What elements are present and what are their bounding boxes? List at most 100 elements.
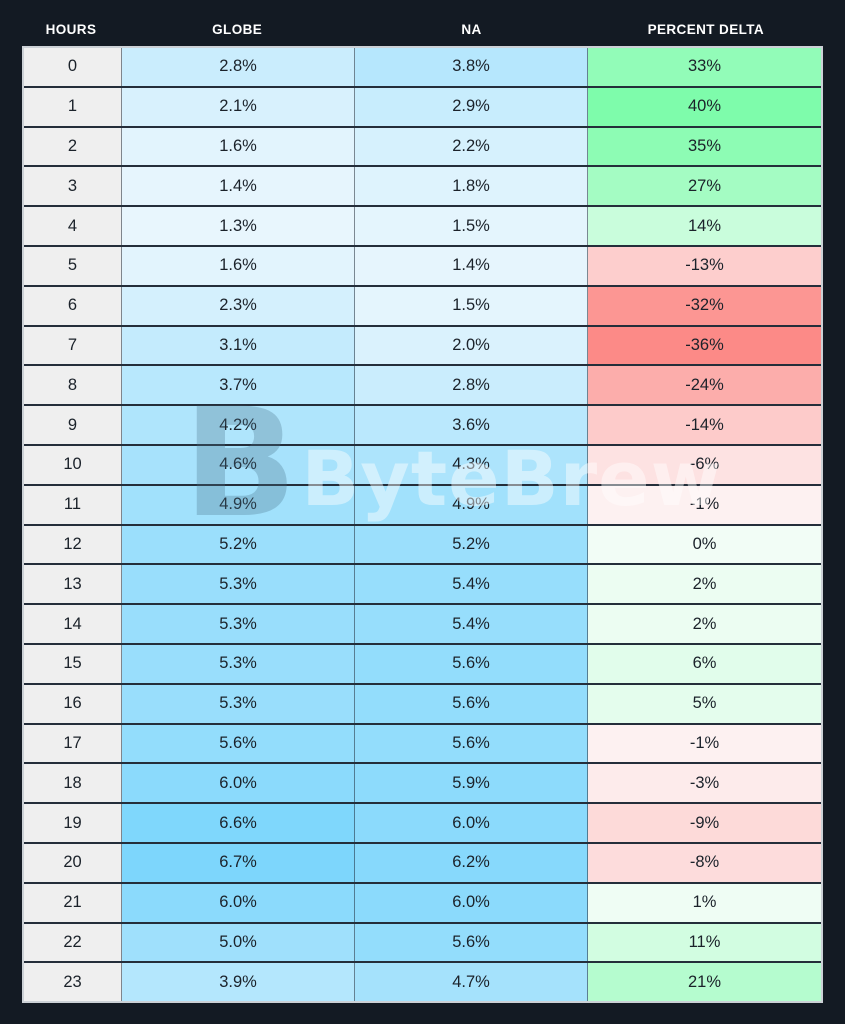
- delta-cell: 11%: [588, 923, 821, 962]
- globe-cell: 5.3%: [122, 644, 355, 683]
- na-cell: 5.9%: [355, 764, 588, 803]
- na-cell: 5.4%: [355, 605, 588, 643]
- hours-cell: 8: [24, 366, 122, 405]
- delta-cell: -14%: [588, 406, 821, 444]
- na-cell: 4.9%: [355, 485, 588, 524]
- hours-cell: 11: [24, 485, 122, 524]
- globe-cell: 2.8%: [122, 48, 355, 86]
- table-row: 0 2.8% 3.8% 33%: [24, 48, 821, 88]
- hours-cell: 13: [24, 565, 122, 604]
- hours-cell: 19: [24, 804, 122, 842]
- na-cell: 5.6%: [355, 684, 588, 723]
- delta-cell: -32%: [588, 286, 821, 325]
- globe-cell: 6.6%: [122, 804, 355, 842]
- table-row: 13 5.3% 5.4% 2%: [24, 565, 821, 606]
- globe-cell: 5.3%: [122, 565, 355, 604]
- delta-cell: -3%: [588, 764, 821, 803]
- delta-cell: -13%: [588, 246, 821, 285]
- delta-cell: 27%: [588, 167, 821, 206]
- na-cell: 4.7%: [355, 963, 588, 1002]
- na-cell: 2.0%: [355, 326, 588, 365]
- globe-cell: 5.6%: [122, 724, 355, 763]
- globe-cell: 1.6%: [122, 246, 355, 285]
- delta-cell: -6%: [588, 445, 821, 484]
- globe-cell: 6.0%: [122, 764, 355, 803]
- na-cell: 6.0%: [355, 804, 588, 842]
- globe-cell: 5.0%: [122, 923, 355, 962]
- globe-cell: 5.3%: [122, 605, 355, 643]
- table-row: 19 6.6% 6.0% -9%: [24, 804, 821, 844]
- hours-cell: 3: [24, 167, 122, 206]
- globe-cell: 4.6%: [122, 445, 355, 484]
- globe-cell: 3.7%: [122, 366, 355, 405]
- na-cell: 5.6%: [355, 923, 588, 962]
- na-cell: 4.3%: [355, 445, 588, 484]
- table-row: 9 4.2% 3.6% -14%: [24, 406, 821, 446]
- na-cell: 6.0%: [355, 883, 588, 922]
- table-row: 12 5.2% 5.2% 0%: [24, 525, 821, 566]
- table-row: 3 1.4% 1.8% 27%: [24, 167, 821, 208]
- hours-cell: 15: [24, 644, 122, 683]
- delta-cell: -9%: [588, 804, 821, 842]
- delta-cell: 35%: [588, 127, 821, 166]
- delta-cell: 2%: [588, 565, 821, 604]
- globe-cell: 1.6%: [122, 127, 355, 166]
- globe-cell: 3.9%: [122, 963, 355, 1002]
- table-column-header: HOURS GLOBE NA PERCENT DELTA: [22, 0, 823, 46]
- table-row: 2 1.6% 2.2% 35%: [24, 127, 821, 168]
- table-row: 1 2.1% 2.9% 40%: [24, 87, 821, 128]
- hours-cell: 4: [24, 207, 122, 245]
- globe-cell: 6.0%: [122, 883, 355, 922]
- column-header-percent-delta: PERCENT DELTA: [647, 21, 765, 37]
- delta-cell: -1%: [588, 485, 821, 524]
- na-cell: 2.8%: [355, 366, 588, 405]
- globe-cell: 1.3%: [122, 207, 355, 245]
- hours-cell: 2: [24, 127, 122, 166]
- table-row: 7 3.1% 2.0% -36%: [24, 326, 821, 367]
- hours-cell: 0: [24, 48, 122, 86]
- table-row: 11 4.9% 4.9% -1%: [24, 485, 821, 526]
- na-cell: 2.2%: [355, 127, 588, 166]
- hours-cell: 22: [24, 923, 122, 962]
- delta-cell: 33%: [588, 48, 821, 86]
- table-row: 21 6.0% 6.0% 1%: [24, 883, 821, 924]
- hours-cell: 21: [24, 883, 122, 922]
- delta-cell: 5%: [588, 684, 821, 723]
- table-row: 5 1.6% 1.4% -13%: [24, 246, 821, 287]
- hours-cell: 1: [24, 87, 122, 126]
- table-row: 14 5.3% 5.4% 2%: [24, 605, 821, 645]
- na-cell: 3.8%: [355, 48, 588, 86]
- column-header-globe: GLOBE: [212, 21, 263, 37]
- hours-cell: 23: [24, 963, 122, 1002]
- table-row: 18 6.0% 5.9% -3%: [24, 764, 821, 805]
- delta-cell: 1%: [588, 883, 821, 922]
- delta-cell: -8%: [588, 843, 821, 882]
- na-cell: 3.6%: [355, 406, 588, 444]
- delta-cell: 6%: [588, 644, 821, 683]
- globe-cell: 5.2%: [122, 525, 355, 564]
- table-row: 17 5.6% 5.6% -1%: [24, 724, 821, 765]
- globe-cell: 3.1%: [122, 326, 355, 365]
- hours-cell: 12: [24, 525, 122, 564]
- hours-cell: 6: [24, 286, 122, 325]
- delta-cell: -1%: [588, 724, 821, 763]
- table-row: 23 3.9% 4.7% 21%: [24, 963, 821, 1002]
- hours-cell: 20: [24, 843, 122, 882]
- na-cell: 2.9%: [355, 87, 588, 126]
- hours-cell: 9: [24, 406, 122, 444]
- na-cell: 5.6%: [355, 644, 588, 683]
- hours-cell: 5: [24, 246, 122, 285]
- na-cell: 1.4%: [355, 246, 588, 285]
- column-header-na: NA: [461, 21, 482, 37]
- table-row: 8 3.7% 2.8% -24%: [24, 366, 821, 407]
- hours-cell: 18: [24, 764, 122, 803]
- globe-cell: 5.3%: [122, 684, 355, 723]
- na-cell: 1.8%: [355, 167, 588, 206]
- table-row: 22 5.0% 5.6% 11%: [24, 923, 821, 964]
- globe-cell: 2.3%: [122, 286, 355, 325]
- delta-cell: 0%: [588, 525, 821, 564]
- globe-cell: 4.2%: [122, 406, 355, 444]
- table-row: 10 4.6% 4.3% -6%: [24, 445, 821, 486]
- hours-cell: 17: [24, 724, 122, 763]
- na-cell: 5.2%: [355, 525, 588, 564]
